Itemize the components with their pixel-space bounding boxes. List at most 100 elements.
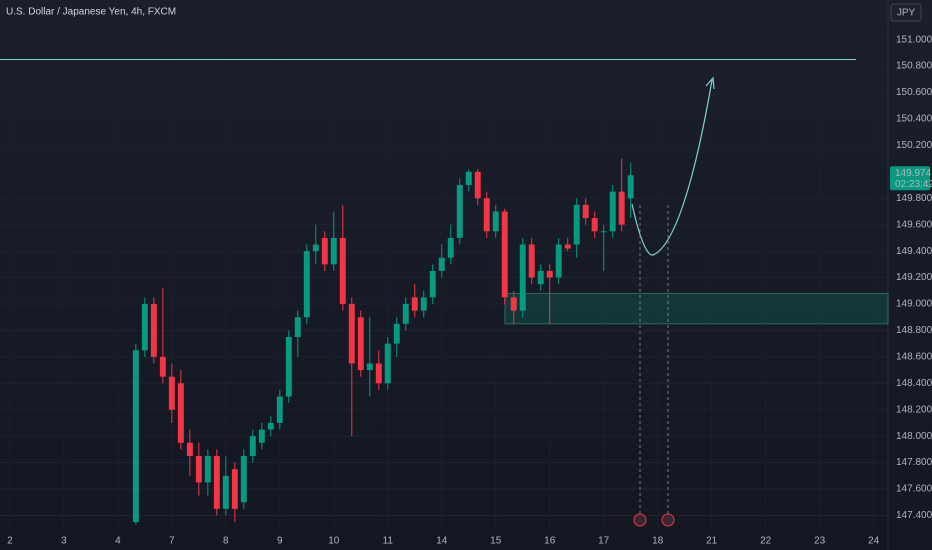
candle-body	[339, 237, 346, 304]
price-tag-countdown: 02:23:42	[895, 179, 932, 190]
candle-body	[456, 185, 463, 238]
candle-body	[402, 303, 409, 324]
x-tick-label: 16	[544, 536, 556, 547]
candle-body	[492, 211, 499, 232]
candle-body	[627, 175, 634, 199]
candle-body	[186, 442, 193, 456]
y-tick-label: 149.800	[896, 193, 932, 204]
candle-body	[267, 422, 274, 430]
x-tick-label: 8	[223, 536, 229, 547]
x-tick-label: 9	[277, 536, 283, 547]
forecast-curve	[631, 79, 713, 256]
y-tick-label: 149.400	[896, 246, 932, 257]
x-tick-label: 14	[436, 536, 448, 547]
zone	[504, 292, 889, 325]
candle-body	[411, 297, 418, 311]
forecast-arrowhead	[705, 76, 715, 90]
y-tick-label: 151.000	[896, 34, 932, 45]
candle-body	[600, 231, 607, 233]
x-tick-label: 7	[169, 536, 175, 547]
event-icon[interactable]	[661, 513, 675, 527]
y-tick-label: 148.200	[896, 404, 932, 415]
candle-body	[474, 171, 481, 199]
candle-body	[249, 436, 256, 456]
x-tick-label: 24	[868, 536, 880, 547]
candle-body	[240, 455, 247, 503]
candle-body	[510, 297, 517, 311]
candle-body	[366, 363, 373, 371]
event-icon[interactable]	[633, 513, 647, 527]
candle-body	[519, 244, 526, 311]
candle-body	[294, 317, 301, 338]
candle-body	[555, 244, 562, 278]
x-tick-label: 3	[61, 536, 67, 547]
x-tick-label: 22	[760, 536, 772, 547]
y-tick-label: 147.600	[896, 484, 932, 495]
y-tick-label: 149.600	[896, 219, 932, 230]
candle-body	[159, 356, 166, 377]
candle-body	[231, 469, 238, 509]
candle-body	[132, 350, 139, 523]
candle-body	[285, 337, 292, 397]
x-tick-label: 15	[490, 536, 502, 547]
candle-body	[213, 455, 220, 509]
candle-body	[258, 429, 265, 443]
candle-body	[321, 237, 328, 265]
candle-body	[141, 303, 148, 351]
x-tick-label: 18	[652, 536, 664, 547]
candle-body	[384, 343, 391, 384]
candle-body	[393, 323, 400, 344]
currency-button[interactable]	[890, 3, 922, 22]
candle-body	[546, 270, 553, 278]
candle-body	[420, 297, 427, 311]
candle-body	[582, 204, 589, 219]
candle-body	[312, 244, 319, 252]
x-tick-label: 2	[7, 536, 13, 547]
currency-label: JPY	[897, 8, 916, 19]
plot	[0, 0, 889, 550]
x-tick-label: 11	[383, 536, 394, 547]
y-tick-label: 150.800	[896, 61, 932, 72]
x-tick-label: 4	[115, 536, 121, 547]
candle-body	[447, 237, 454, 258]
candle-body	[195, 455, 202, 483]
candle-body	[168, 376, 175, 410]
candle-body	[465, 171, 472, 186]
x-tick-label: 23	[814, 536, 826, 547]
candle-body	[528, 244, 535, 278]
candle-body	[573, 204, 580, 245]
y-tick-label: 149.200	[896, 272, 932, 283]
candle-body	[618, 191, 625, 225]
y-tick-label: 148.600	[896, 351, 932, 362]
candle-body	[609, 191, 616, 232]
y-tick-label: 148.800	[896, 325, 932, 336]
candle-body	[150, 303, 157, 357]
x-tick-label: 21	[706, 536, 718, 547]
candle-body	[564, 244, 571, 249]
y-tick-label: 147.400	[896, 510, 932, 521]
candle-body	[501, 211, 508, 298]
candle-body	[438, 257, 445, 271]
candle-body	[375, 363, 382, 384]
candle-body	[348, 303, 355, 364]
price-tag	[890, 166, 930, 191]
y-tick-label: 148.000	[896, 431, 932, 442]
y-tick-label: 150.200	[896, 140, 932, 151]
candle-body	[483, 198, 490, 232]
candle-body	[204, 455, 211, 483]
candle-body	[177, 383, 184, 443]
candle-body	[537, 270, 544, 285]
candle-body	[591, 218, 598, 232]
x-tick-label: 17	[598, 536, 610, 547]
price-tag-value: 149.974	[895, 168, 932, 179]
candle-body	[276, 396, 283, 423]
x-tick-label: 10	[328, 536, 340, 547]
candle-body	[330, 237, 337, 265]
y-tick-label: 150.400	[896, 114, 932, 125]
y-tick-label: 150.600	[896, 87, 932, 98]
y-tick-label: 149.000	[896, 299, 932, 310]
chart-title: U.S. Dollar / Japanese Yen, 4h, FXCM	[6, 7, 176, 18]
